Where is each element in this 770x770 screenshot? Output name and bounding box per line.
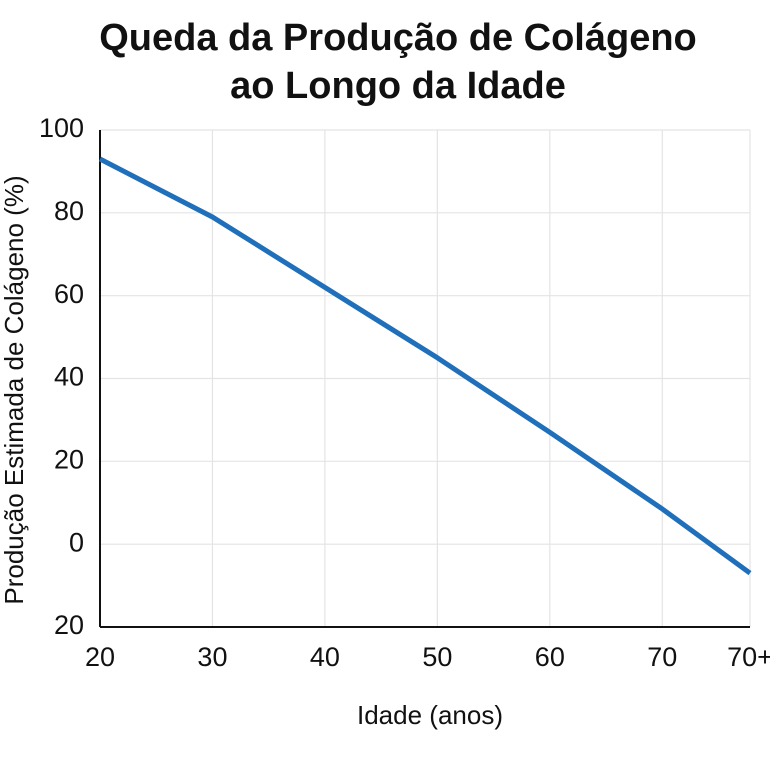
- x-tick-label: 20: [85, 642, 115, 672]
- chart-title: ao Longo da Idade: [230, 65, 566, 107]
- y-tick-label: 20: [54, 610, 84, 640]
- x-tick-label: 50: [422, 642, 452, 672]
- y-tick-label: 0: [69, 527, 84, 557]
- y-tick-label: 20: [54, 444, 84, 474]
- x-tick-label: 70: [647, 642, 677, 672]
- y-tick-label: 80: [54, 196, 84, 226]
- x-tick-label: 60: [535, 642, 565, 672]
- y-tick-label: 60: [54, 279, 84, 309]
- x-tick-label: 40: [310, 642, 340, 672]
- data-line: [98, 156, 752, 576]
- y-tick-label: 40: [54, 362, 84, 392]
- chart-title: Queda da Produção de Colágeno: [99, 17, 697, 59]
- y-axis-label: Produção Estimada de Colágeno (%): [0, 175, 29, 604]
- x-axis-label: Idade (anos): [357, 700, 503, 730]
- y-tick-label: 100: [39, 113, 84, 143]
- x-tick-label: 70+: [727, 642, 770, 672]
- x-tick-label: 30: [197, 642, 227, 672]
